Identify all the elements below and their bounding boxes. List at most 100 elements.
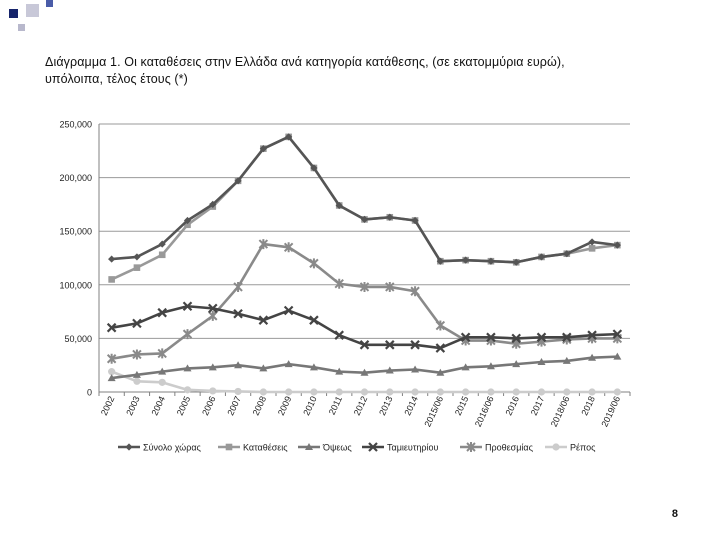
data-point	[486, 332, 496, 343]
data-point	[360, 215, 369, 224]
y-tick-label: 50,000	[64, 334, 92, 344]
deco-square-gray-small	[18, 24, 25, 31]
data-point	[411, 388, 419, 396]
data-point	[512, 258, 520, 266]
legend-marker	[552, 443, 560, 451]
legend-marker	[466, 442, 476, 452]
data-point	[106, 322, 117, 333]
x-tick-label: 2012	[352, 395, 370, 417]
data-point	[436, 368, 445, 376]
data-point	[209, 387, 217, 395]
data-point	[310, 388, 318, 396]
data-point	[512, 360, 521, 368]
data-point	[460, 332, 471, 343]
deco-square-blue	[46, 0, 53, 7]
data-point	[158, 367, 167, 375]
data-point	[106, 353, 117, 364]
x-tick-label: 2014	[402, 395, 420, 417]
legend-label: Ταμιευτηρίου	[387, 443, 439, 453]
data-point	[435, 343, 446, 353]
y-tick-label: 100,000	[59, 280, 92, 290]
data-point	[588, 245, 596, 252]
x-tick-label: 2002	[99, 395, 117, 417]
data-point	[462, 256, 470, 264]
data-point	[133, 253, 141, 261]
data-point	[258, 239, 269, 250]
data-point	[285, 133, 293, 141]
data-point	[208, 310, 218, 321]
data-point	[562, 356, 571, 364]
data-point	[182, 329, 193, 340]
page-number: 8	[671, 508, 678, 520]
data-point	[335, 367, 344, 375]
legend-marker	[368, 442, 378, 452]
legend-marker	[305, 443, 313, 450]
y-tick-label: 0	[87, 388, 92, 398]
data-point	[360, 368, 369, 376]
series-line	[111, 135, 618, 264]
legend-item: Σύνολο χώρας	[118, 443, 202, 453]
y-tick-label: 250,000	[59, 120, 92, 130]
data-point	[359, 281, 370, 292]
legend-marker	[125, 443, 133, 451]
data-point	[209, 200, 217, 208]
data-point	[335, 201, 343, 210]
data-point	[108, 255, 116, 263]
x-tick-label: 2016/06	[473, 395, 496, 429]
data-point	[108, 368, 116, 376]
data-point	[587, 330, 597, 340]
data-point	[385, 281, 395, 292]
data-point	[486, 362, 495, 370]
x-tick-label: 2019/06	[599, 395, 622, 429]
x-tick-label: 2004	[149, 395, 167, 417]
data-point	[461, 363, 470, 371]
chart-title-line-1: Διάγραμμα 1. Οι καταθέσεις στην Ελλάδα α…	[45, 55, 565, 69]
data-point	[385, 340, 395, 350]
data-point	[386, 388, 394, 396]
data-point	[233, 308, 243, 319]
data-point	[536, 332, 547, 343]
data-point	[435, 320, 446, 331]
data-point	[157, 348, 167, 359]
data-point	[132, 349, 142, 360]
data-point	[234, 177, 242, 185]
x-tick-label: 2006	[200, 395, 218, 417]
data-point	[183, 216, 192, 225]
series-5	[106, 239, 623, 364]
data-point	[512, 388, 520, 396]
legend-item: Ρέπος	[545, 443, 596, 453]
data-point	[511, 333, 521, 344]
data-point	[588, 388, 596, 396]
data-point	[184, 221, 191, 229]
plot-area	[106, 133, 623, 396]
x-tick-label: 2005	[175, 395, 193, 417]
data-point	[158, 378, 166, 386]
deco-square-gray	[26, 4, 39, 17]
data-point	[563, 388, 571, 396]
data-point	[487, 388, 495, 396]
data-point	[537, 253, 546, 261]
data-point	[410, 340, 420, 350]
data-point	[588, 238, 596, 246]
y-tick-label: 150,000	[59, 227, 92, 237]
data-point	[309, 258, 319, 269]
series-3	[107, 352, 622, 382]
data-point	[183, 386, 192, 394]
data-point	[334, 278, 344, 289]
data-point	[259, 145, 267, 153]
data-point	[107, 374, 116, 382]
data-point	[258, 315, 269, 325]
x-tick-label: 2011	[327, 395, 344, 417]
data-point	[359, 340, 370, 350]
data-point	[259, 364, 268, 372]
data-point	[132, 370, 141, 378]
data-point	[283, 305, 294, 316]
y-tick-label: 200,000	[59, 173, 92, 183]
data-point	[283, 242, 294, 253]
x-tick-label: 2016	[503, 395, 521, 417]
legend-item: Προθεσμίας	[460, 442, 534, 453]
data-point	[157, 307, 167, 318]
grid-lines	[99, 123, 630, 393]
y-axis: 0 50,000 100,000 150,000 200,000 250,000	[59, 120, 100, 398]
